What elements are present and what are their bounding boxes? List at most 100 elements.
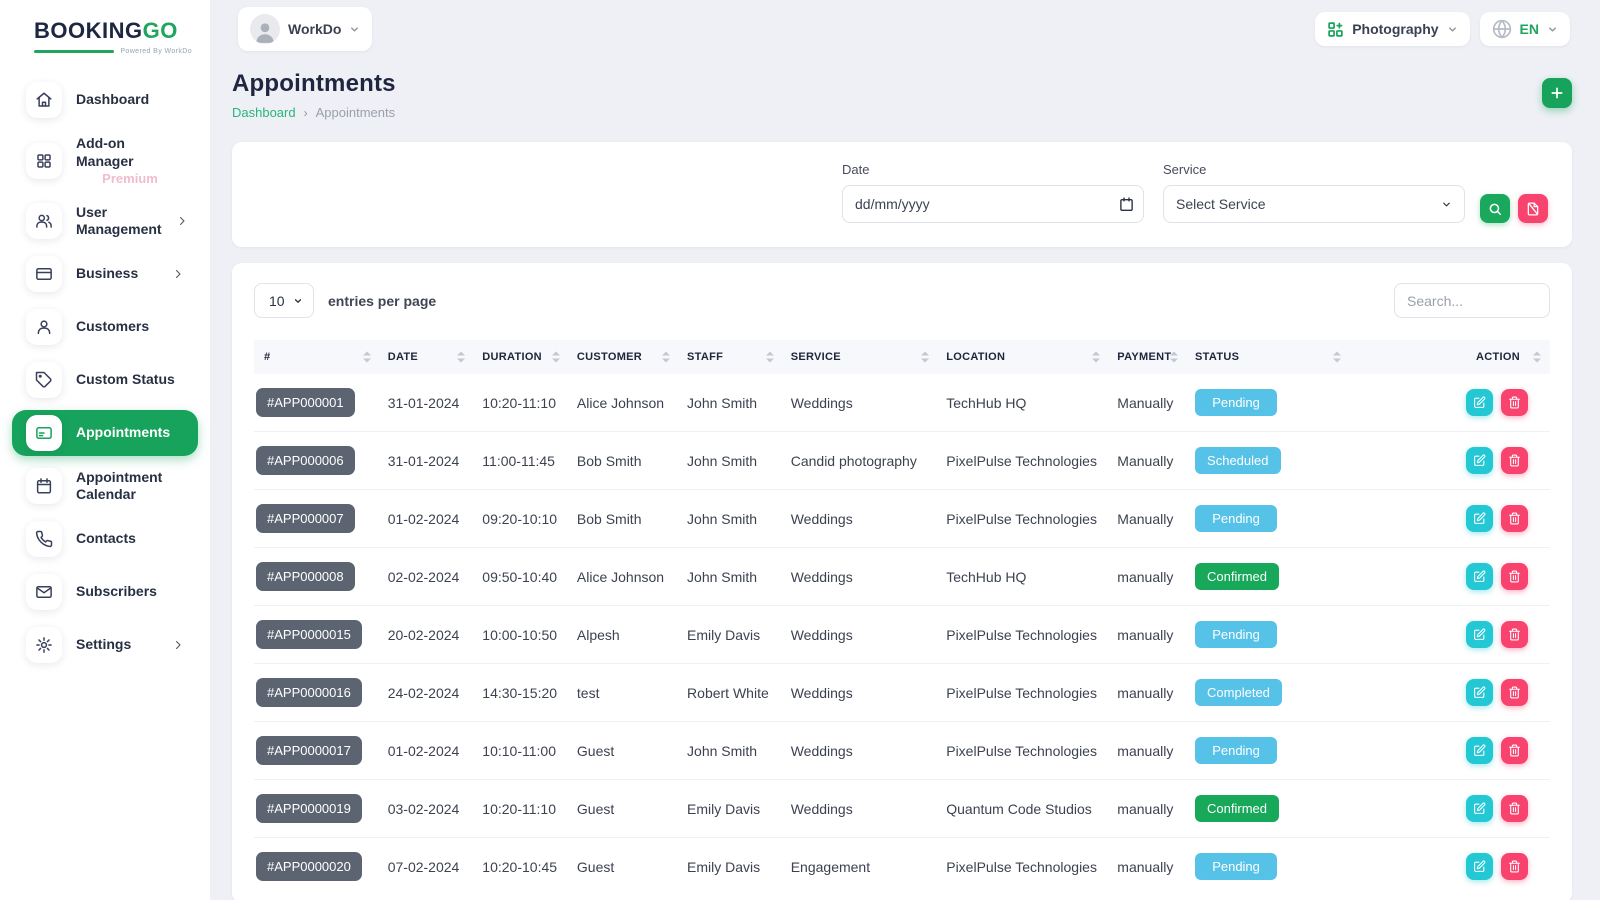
column-header-duration[interactable]: DURATION	[474, 340, 569, 374]
edit-appointment-button[interactable]	[1466, 853, 1493, 880]
delete-appointment-button[interactable]	[1501, 795, 1528, 822]
edit-icon	[1473, 860, 1486, 873]
delete-appointment-button[interactable]	[1501, 621, 1528, 648]
sidebar-item-business[interactable]: Business	[12, 251, 198, 297]
cell-service: Weddings	[790, 394, 853, 411]
column-header-id[interactable]: #	[254, 340, 380, 374]
cell-staff: Emily Davis	[679, 605, 783, 664]
sort-arrows-icon[interactable]	[921, 351, 930, 363]
column-header-label: STATUS	[1195, 351, 1240, 363]
column-header-staff[interactable]: STAFF	[679, 340, 783, 374]
delete-appointment-button[interactable]	[1501, 505, 1528, 532]
cell-customer: Guest	[568, 721, 680, 780]
sort-arrows-icon[interactable]	[362, 351, 371, 363]
edit-appointment-button[interactable]	[1466, 737, 1493, 764]
sidebar-item-label: Subscribers	[76, 583, 157, 601]
module-selector[interactable]: Photography	[1315, 12, 1470, 46]
sidebar-item-subscribers[interactable]: Subscribers	[12, 569, 198, 615]
edit-appointment-button[interactable]	[1466, 621, 1493, 648]
cell-location: PixelPulse Technologies	[938, 663, 1110, 722]
date-input[interactable]	[842, 185, 1144, 223]
sidebar-item-add-on-manager[interactable]: Add-on Manager Premium	[12, 130, 198, 191]
cell-location: PixelPulse Technologies	[938, 489, 1110, 548]
sort-arrows-icon[interactable]	[662, 351, 671, 363]
edit-appointment-button[interactable]	[1466, 679, 1493, 706]
filter-panel: Date Service Select Service	[232, 142, 1572, 247]
edit-appointment-button[interactable]	[1466, 389, 1493, 416]
cell-duration: 10:20-10:45	[474, 837, 569, 895]
column-header-status[interactable]: STATUS	[1187, 340, 1350, 374]
delete-appointment-button[interactable]	[1501, 737, 1528, 764]
sidebar-item-custom-status[interactable]: Custom Status	[12, 357, 198, 403]
reset-filter-button[interactable]	[1518, 194, 1548, 223]
status-badge: Scheduled	[1195, 447, 1281, 474]
column-header-label: SERVICE	[790, 351, 841, 363]
edit-appointment-button[interactable]	[1466, 563, 1493, 590]
entries-per-page-select[interactable]: 10	[254, 283, 314, 318]
cell-action	[1350, 721, 1550, 780]
sidebar-item-customers[interactable]: Customers	[12, 304, 198, 350]
sidebar-item-appointment-calendar[interactable]: Appointment Calendar	[12, 463, 198, 509]
entries-per-page-value: 10	[269, 292, 285, 309]
column-header-payment[interactable]: PAYMENT	[1109, 340, 1187, 374]
chevron-right-icon	[176, 215, 188, 227]
main-area: WorkDo Photography EN Appointments Dashb…	[210, 0, 1600, 900]
apply-filter-button[interactable]	[1480, 194, 1510, 223]
cell-payment: manually	[1109, 721, 1188, 780]
column-header-action[interactable]: ACTION	[1350, 340, 1550, 374]
cell-customer: Bob Smith	[568, 431, 680, 490]
delete-appointment-button[interactable]	[1501, 447, 1528, 474]
chevron-right-icon	[172, 268, 184, 280]
delete-appointment-button[interactable]	[1501, 563, 1528, 590]
breadcrumb-dashboard-link[interactable]: Dashboard	[232, 105, 296, 120]
sidebar-item-appointments[interactable]: Appointments	[12, 410, 198, 456]
calendar-icon[interactable]	[1119, 197, 1134, 212]
delete-appointment-button[interactable]	[1501, 389, 1528, 416]
column-header-date[interactable]: DATE	[380, 340, 475, 374]
language-selector[interactable]: EN	[1479, 12, 1570, 46]
cell-customer: Alice Johnson	[576, 394, 665, 411]
tag-icon	[26, 362, 62, 398]
trash-icon	[1508, 802, 1521, 815]
sidebar-item-user-management[interactable]: User Management	[12, 198, 198, 244]
sidebar-item-label: Contacts	[76, 530, 136, 548]
cell-location: PixelPulse Technologies	[938, 721, 1110, 780]
cell-payment: manually	[1109, 663, 1188, 722]
sort-arrows-icon[interactable]	[1170, 351, 1179, 363]
delete-appointment-button[interactable]	[1501, 853, 1528, 880]
add-appointment-button[interactable]	[1542, 78, 1572, 108]
sidebar-item-contacts[interactable]: Contacts	[12, 516, 198, 562]
column-header-location[interactable]: LOCATION	[938, 340, 1109, 374]
page-title: Appointments	[232, 70, 396, 97]
sort-arrows-icon[interactable]	[765, 351, 774, 363]
column-header-label: DATE	[387, 351, 419, 363]
edit-appointment-button[interactable]	[1466, 447, 1493, 474]
appointments-table-panel: 10 entries per page # DATE DURATION CUSTOME…	[232, 263, 1572, 900]
status-badge: Pending	[1195, 737, 1278, 764]
sort-arrows-icon[interactable]	[1333, 351, 1342, 363]
cell-status: Pending	[1187, 837, 1351, 895]
workspace-selector[interactable]: WorkDo	[238, 7, 373, 51]
appointment-id-badge: #APP0000020	[256, 852, 362, 881]
sort-arrows-icon[interactable]	[1533, 351, 1541, 363]
sidebar-item-dashboard[interactable]: Dashboard	[12, 77, 198, 123]
sort-arrows-icon[interactable]	[551, 351, 560, 363]
edit-appointment-button[interactable]	[1466, 795, 1493, 822]
phone-icon	[26, 521, 62, 557]
column-header-service[interactable]: SERVICE	[783, 340, 939, 374]
edit-appointment-button[interactable]	[1466, 505, 1493, 532]
table-search-input[interactable]	[1394, 283, 1550, 318]
delete-appointment-button[interactable]	[1501, 679, 1528, 706]
service-select[interactable]: Select Service	[1163, 185, 1465, 223]
sort-arrows-icon[interactable]	[457, 351, 466, 363]
column-header-customer[interactable]: CUSTOMER	[569, 340, 679, 374]
sidebar-item-label-text: Add-on Manager	[76, 135, 134, 169]
date-filter-label: Date	[842, 162, 870, 177]
gear-icon	[26, 627, 62, 663]
sidebar-item-settings[interactable]: Settings	[12, 622, 198, 668]
sidebar-item-label-text: Customers	[76, 318, 150, 335]
sort-arrows-icon[interactable]	[1092, 351, 1101, 363]
cell-action	[1350, 837, 1550, 895]
cell-location: Quantum Code Studios	[938, 779, 1110, 838]
brand-name: BOOKINGGO	[34, 18, 192, 44]
